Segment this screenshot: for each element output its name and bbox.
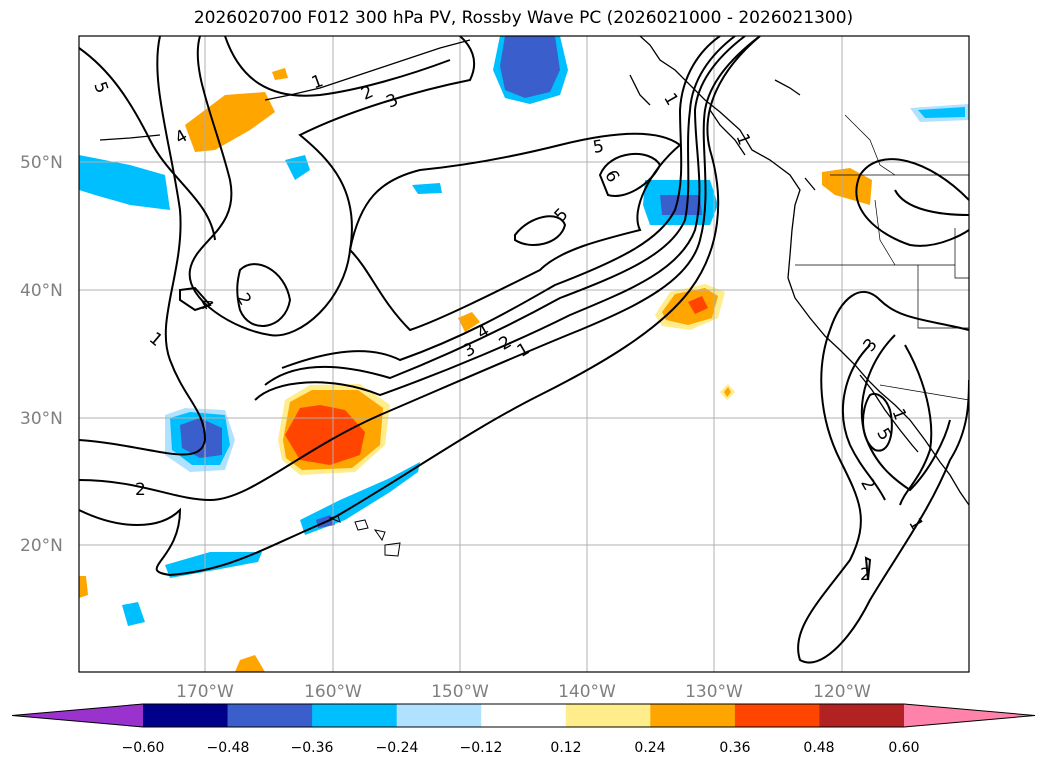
contour-line	[894, 189, 969, 216]
map-title: 2026020700 F012 300 hPa PV, Rossby Wave …	[193, 8, 854, 28]
pv-anomaly-shading	[79, 36, 969, 672]
contour-line	[864, 556, 872, 581]
pv-contours	[79, 36, 969, 664]
contour-line	[79, 36, 761, 577]
contour-line	[79, 47, 216, 241]
positive-anomaly-patch	[185, 92, 275, 152]
lat-label: 40°N	[20, 281, 63, 301]
colorbar-tick-label: −0.24	[376, 740, 419, 756]
contour-line	[254, 36, 746, 401]
map-frame	[78, 35, 970, 673]
colorbar-tick-label: 0.48	[803, 740, 834, 756]
colorbar-tick-label: 0.12	[550, 740, 581, 756]
colorbar-tick-label: 0.36	[719, 740, 750, 756]
colorbar-tick-label: −0.36	[291, 740, 334, 756]
graticule	[79, 36, 969, 672]
lon-label: 170°W	[176, 682, 234, 702]
latitude-labels: 50°N 40°N 30°N 20°N	[20, 153, 63, 556]
contour-line	[79, 36, 761, 502]
contour-line	[348, 132, 682, 332]
colorbar-segment	[227, 704, 313, 727]
contour-line	[188, 36, 476, 337]
colorbar-segment	[565, 704, 651, 727]
contour-line	[514, 215, 567, 246]
contour-line	[224, 36, 451, 97]
contour-line	[79, 36, 207, 456]
colorbar-extend-min	[12, 704, 143, 727]
colorbar-tick-label: −0.60	[122, 740, 165, 756]
colorbar-segment	[481, 704, 567, 727]
contour-line	[281, 36, 721, 369]
colorbar-segment	[143, 704, 229, 727]
contour-line	[264, 36, 736, 386]
colorbar-outline	[11, 703, 1036, 728]
lat-label: 30°N	[20, 409, 63, 429]
contour-line	[862, 392, 893, 452]
coastlines	[99, 36, 969, 506]
contour-line	[179, 286, 212, 312]
lon-label: 120°W	[813, 682, 871, 702]
colorbar-segment	[312, 704, 398, 727]
colorbar-segment	[734, 704, 820, 727]
colorbar-tick-label: −0.12	[460, 740, 503, 756]
colorbar-segment	[396, 704, 482, 727]
colorbar-tick-label: 0.24	[634, 740, 665, 756]
aleutian-islands	[264, 39, 471, 101]
lon-label: 160°W	[304, 682, 362, 702]
state-borders	[795, 114, 969, 401]
contour-line	[855, 158, 969, 247]
contour-line	[899, 344, 933, 506]
colorbar-segment	[819, 704, 905, 727]
colorbar-tick-label: −0.48	[207, 740, 250, 756]
lat-label: 20°N	[20, 536, 63, 556]
contour-line	[842, 344, 886, 501]
contour-line	[797, 290, 969, 664]
colorbar-extend-max	[904, 704, 1035, 727]
contour-line	[860, 334, 951, 492]
lon-label: 130°W	[685, 682, 743, 702]
colorbar-segment	[650, 704, 736, 727]
contour-line	[236, 263, 292, 327]
lon-label: 150°W	[431, 682, 489, 702]
colorbar	[11, 703, 1036, 728]
lon-label: 140°W	[558, 682, 616, 702]
north-america-coast	[639, 36, 969, 506]
contour-line	[598, 152, 662, 197]
colorbar-tick-labels: −0.60 −0.48 −0.36 −0.24 −0.12 0.12 0.24 …	[122, 740, 920, 756]
contour-label: 2	[860, 565, 871, 585]
lat-label: 50°N	[20, 153, 63, 173]
contour-label: 5	[591, 136, 605, 158]
colorbar-tick-label: 0.60	[888, 740, 919, 756]
longitude-labels: 170°W 160°W 150°W 140°W 130°W 120°W	[176, 682, 871, 702]
contour-label: 2	[135, 480, 146, 500]
